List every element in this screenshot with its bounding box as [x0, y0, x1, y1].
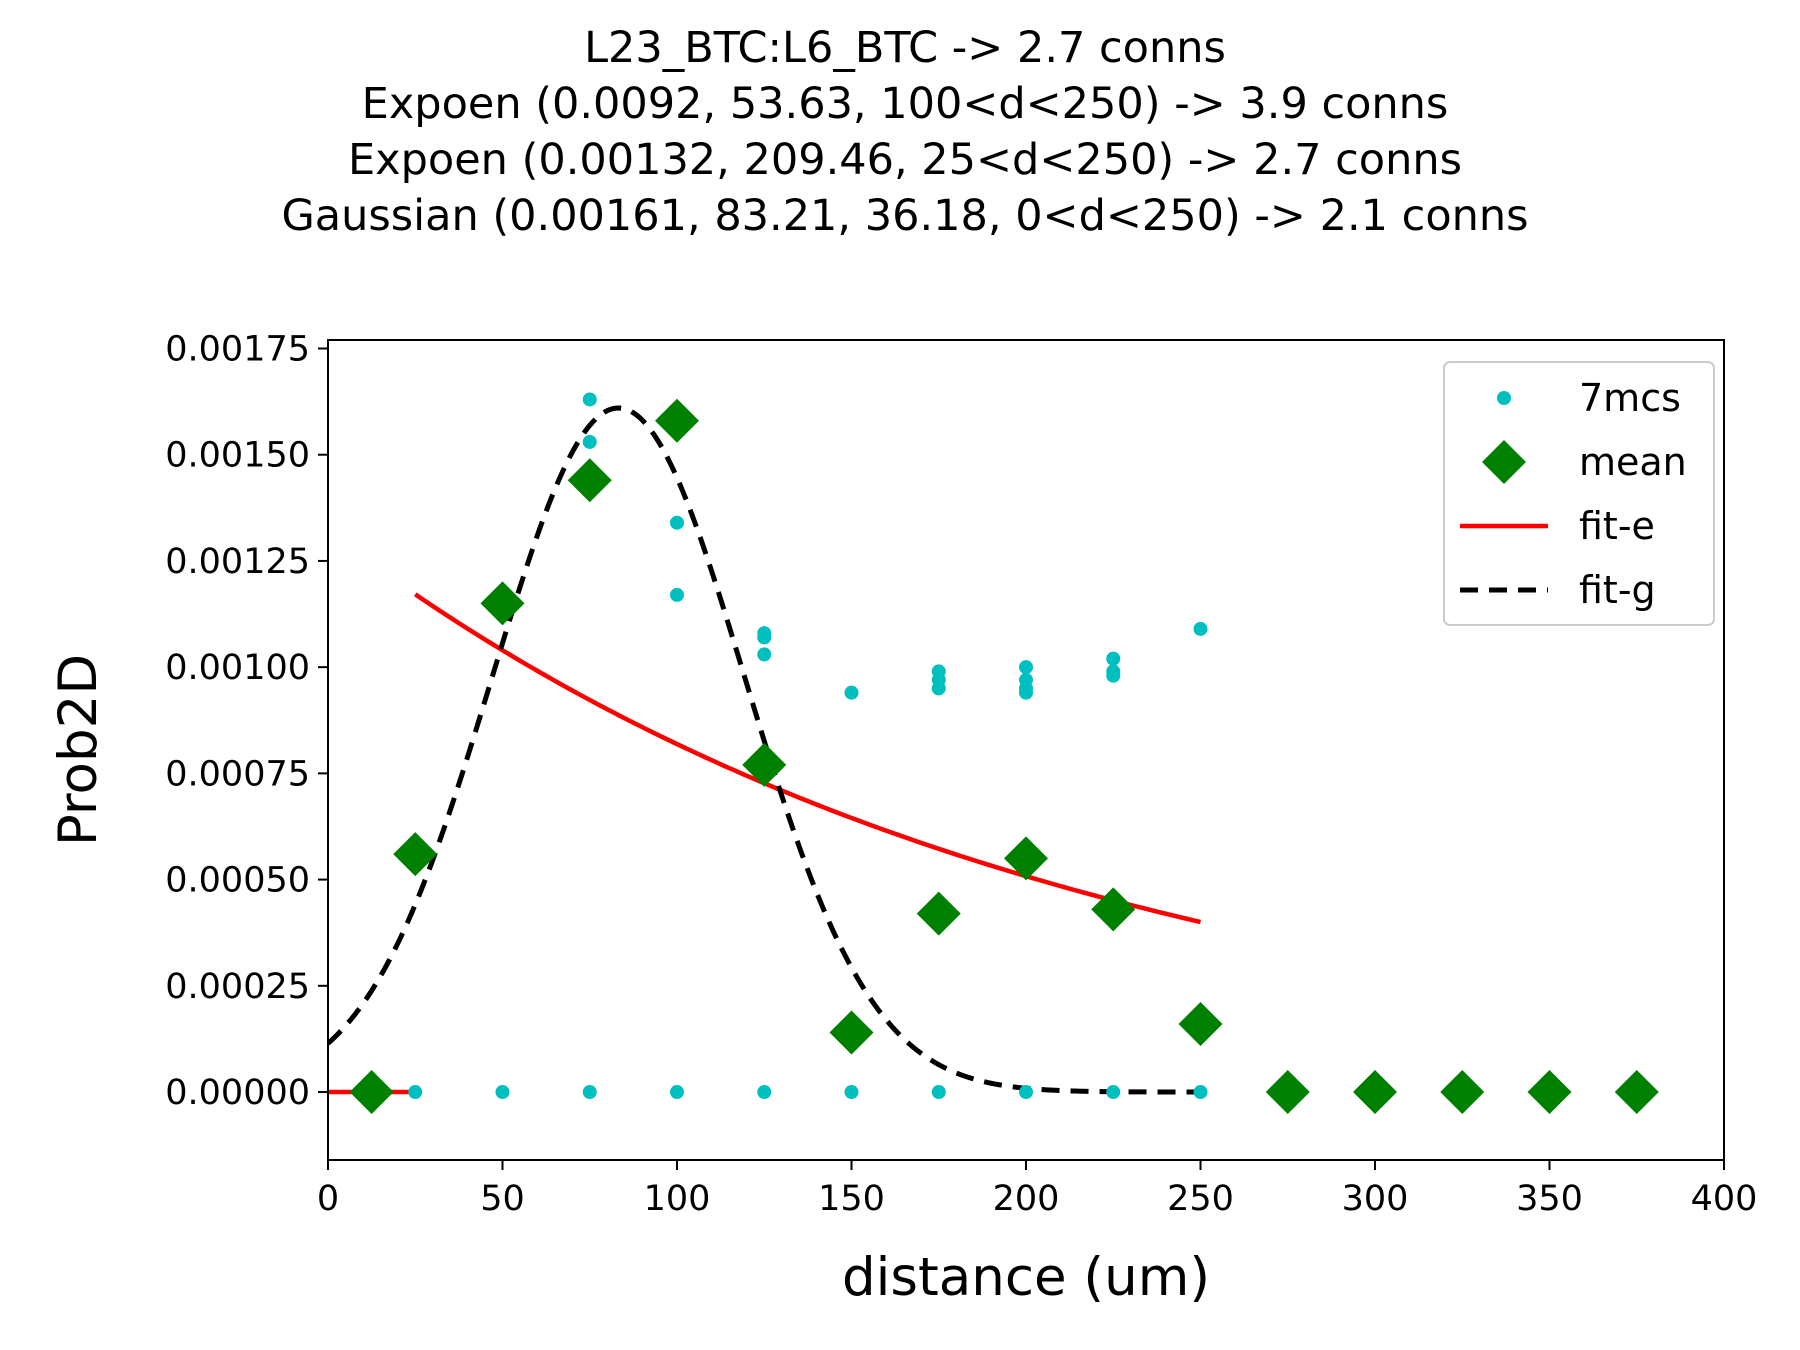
- mcs-point: [582, 1085, 597, 1100]
- legend: 7mcs mean fit-e fit-g: [1443, 361, 1715, 626]
- mcs-point: [582, 392, 597, 407]
- mean-point: [829, 1010, 874, 1055]
- legend-label: mean: [1579, 440, 1687, 484]
- x-tick-label: 350: [1516, 1179, 1583, 1219]
- mean-point: [655, 398, 699, 443]
- mcs-point: [670, 1085, 684, 1100]
- y-tick-label: 0.00125: [165, 542, 310, 582]
- title-line-3: Expoen (0.00132, 209.46, 25<d<250) -> 2.…: [348, 135, 1462, 185]
- legend-box: [1443, 361, 1715, 626]
- mean-point: [1353, 1070, 1397, 1115]
- mcs-point: [844, 685, 859, 700]
- mean-point: [1614, 1070, 1659, 1115]
- legend-label: fit-e: [1579, 504, 1655, 548]
- mcs-point: [1019, 1085, 1033, 1100]
- title-line-1: L23_BTC:L6_BTC -> 2.7 conns: [584, 23, 1226, 73]
- plot-area: [328, 392, 1659, 1115]
- title-line-2: Expoen (0.0092, 53.63, 100<d<250) -> 3.9…: [362, 79, 1449, 129]
- mcs-point: [1019, 660, 1033, 675]
- mcs-point: [582, 434, 597, 449]
- y-axis-ticks: 0.00000 0.00025 0.00050 0.00075 0.00100 0.001…: [165, 329, 328, 1113]
- y-tick-label: 0.00025: [165, 967, 310, 1007]
- mcs-point: [931, 681, 946, 696]
- legend-marker-mean: [1482, 440, 1526, 484]
- y-tick-label: 0.00050: [165, 861, 310, 901]
- mcs-point: [1106, 651, 1121, 666]
- x-axis-label: distance (um): [842, 1247, 1210, 1308]
- x-tick-label: 0: [317, 1179, 339, 1219]
- fit-g-line: [328, 405, 1201, 1095]
- y-tick-label: 0.00000: [165, 1073, 310, 1113]
- y-tick-label: 0.00175: [165, 329, 310, 369]
- x-tick-label: 50: [480, 1179, 525, 1219]
- mcs-point: [1106, 1085, 1121, 1100]
- mean-point: [349, 1070, 394, 1115]
- mean-point: [1091, 887, 1136, 932]
- mcs-point: [670, 515, 684, 530]
- x-tick-label: 300: [1342, 1179, 1409, 1219]
- mcs-point: [408, 1085, 423, 1100]
- mcs-point: [757, 630, 772, 645]
- mean-point: [742, 742, 787, 787]
- plot-series: [328, 392, 1659, 1115]
- mcs-point: [1193, 621, 1208, 636]
- mcs-point: [757, 647, 772, 662]
- mean-point: [1440, 1070, 1485, 1115]
- mean-point: [1004, 836, 1048, 881]
- mean-point: [1265, 1070, 1310, 1115]
- mcs-point: [1106, 668, 1121, 683]
- chart-title: L23_BTC:L6_BTC -> 2.7 conns Expoen (0.009…: [281, 23, 1528, 241]
- y-tick-label: 0.00150: [165, 436, 310, 476]
- legend-label: fit-g: [1579, 568, 1656, 612]
- x-tick-label: 200: [993, 1179, 1060, 1219]
- title-line-4: Gaussian (0.00161, 83.21, 36.18, 0<d<250…: [281, 191, 1528, 241]
- x-tick-label: 150: [818, 1179, 885, 1219]
- fit-e-line: [413, 592, 1202, 925]
- x-tick-label: 100: [644, 1179, 711, 1219]
- y-axis-label: Prob2D: [48, 654, 109, 846]
- mean-point: [916, 891, 961, 936]
- x-tick-label: 400: [1691, 1179, 1758, 1219]
- mean-point: [567, 458, 612, 503]
- mcs-point: [931, 1085, 946, 1100]
- mcs-point: [844, 1085, 859, 1100]
- mean-point: [393, 832, 438, 877]
- legend-marker-7mcs: [1497, 391, 1511, 405]
- mean-point: [480, 581, 525, 626]
- mcs-point: [670, 587, 684, 602]
- legend-label: 7mcs: [1579, 376, 1681, 420]
- mcs-point: [757, 1085, 772, 1100]
- y-tick-label: 0.00075: [165, 754, 310, 794]
- mcs-point: [1019, 685, 1033, 700]
- mcs-point: [1193, 1085, 1208, 1100]
- x-axis-ticks: 0 50 100 150 200 250 300 350 400: [317, 1160, 1758, 1219]
- mcs-point: [495, 1085, 510, 1100]
- y-tick-label: 0.00100: [165, 648, 310, 688]
- x-tick-label: 250: [1167, 1179, 1234, 1219]
- mean-point: [1527, 1070, 1572, 1115]
- mean-point: [1178, 1002, 1223, 1047]
